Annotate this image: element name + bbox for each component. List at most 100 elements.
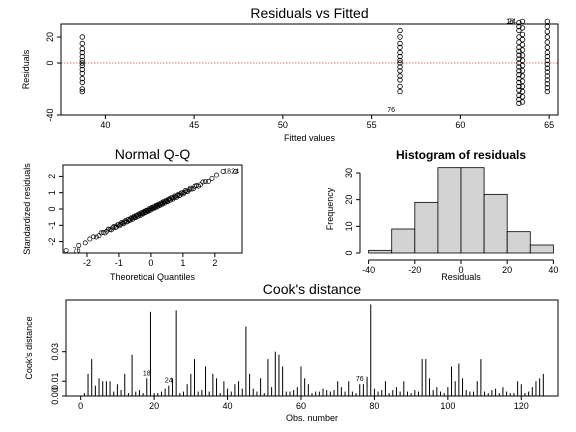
residuals-fitted-xlabel: Fitted values: [284, 133, 336, 143]
residual-point: [544, 69, 551, 75]
cooks-x-tick-label: 100: [440, 401, 455, 411]
cooks-x-tick-label: 20: [149, 401, 159, 411]
residual-point: [397, 49, 403, 56]
cooks-x-tick-label: 80: [369, 401, 379, 411]
residual-point: [397, 34, 403, 40]
cooks-x-tick-label: 40: [223, 401, 233, 411]
cooks-ylabel: Cook's distance: [24, 316, 34, 379]
qq-point: [200, 179, 206, 185]
histogram-bar: [391, 228, 416, 254]
residuals-fitted-x-tick-label: 50: [278, 120, 288, 130]
histogram-y-tick-label: 0: [344, 250, 354, 255]
residual-point: [397, 27, 403, 34]
residual-point: [79, 70, 85, 77]
qq-outlier-label: 24: [231, 169, 239, 176]
residual-point: [519, 99, 526, 105]
residuals-fitted-frame: [60, 23, 559, 116]
residuals-fitted-x-tick-label: 65: [544, 120, 554, 130]
qq-point: [76, 242, 82, 248]
histogram-x-tick-label: -20: [408, 265, 421, 275]
residual-point: [79, 60, 85, 66]
residual-point: [519, 18, 526, 25]
residuals-fitted-x-tick-label: 55: [367, 120, 377, 130]
residual-point: [544, 81, 551, 87]
histogram-y-tick-label: 30: [344, 168, 354, 178]
cooks-x-tick-label: 0: [78, 401, 83, 411]
residuals-fitted-y-tick-label: -40: [45, 108, 55, 121]
residual-point: [519, 36, 526, 43]
histogram-xlabel: Residuals: [441, 272, 481, 282]
residual-point: [516, 39, 522, 45]
histogram-bar: [483, 193, 508, 254]
cooks-outlier-label: 76: [356, 376, 364, 383]
residual-point: [79, 75, 85, 82]
residual-point: [544, 49, 551, 56]
qq-point: [93, 234, 99, 240]
qq-point: [214, 172, 219, 178]
qq-point: [87, 236, 93, 242]
histogram-ylabel: Frequency: [325, 187, 335, 230]
residual-point: [397, 68, 403, 74]
histogram-y-tick-label: 20: [344, 195, 354, 205]
residual-point: [544, 73, 551, 79]
histogram-x-tick-label: 20: [502, 265, 512, 275]
qq-x-tick-label: 0: [148, 258, 153, 268]
cooks-y-tick-label: 0.00: [50, 387, 60, 405]
residual-point: [516, 75, 522, 82]
qq-point: [220, 169, 226, 174]
residual-point: [544, 29, 551, 35]
residual-point: [519, 31, 526, 38]
qq-point: [209, 175, 215, 181]
qq-x-tick-label: -1: [115, 258, 123, 268]
residual-point: [79, 57, 85, 64]
cooks-outlier-label: 24: [165, 378, 173, 385]
residual-point: [519, 78, 526, 84]
qq-y-tick-label: 1: [47, 190, 57, 195]
qq-point: [82, 240, 88, 246]
residuals-outlier-label: 24: [508, 18, 516, 25]
residuals-outlier-label: 18: [506, 18, 514, 25]
qq-x-tick-label: 2: [212, 258, 217, 268]
qq-y-tick-label: -2: [47, 238, 57, 246]
qq-point: [190, 186, 196, 192]
residual-point: [516, 100, 522, 106]
residual-point: [516, 92, 522, 99]
histogram-y-tick-label: 10: [344, 221, 354, 231]
histogram-x-tick-label: -40: [362, 265, 375, 275]
residuals-fitted-x-tick-label: 45: [189, 120, 199, 130]
histogram-bar: [368, 249, 393, 254]
residual-point: [519, 42, 526, 48]
residuals-outlier-label: 76: [387, 107, 395, 114]
qq-x-tick-label: 1: [180, 258, 185, 268]
residual-point: [519, 47, 526, 53]
residual-point: [519, 25, 526, 31]
qq-outlier-label: 76: [73, 248, 81, 255]
residual-point: [516, 96, 522, 103]
residual-point: [519, 57, 526, 64]
cooks-frame: [65, 299, 559, 397]
residual-point: [544, 61, 551, 68]
cooks-y-tick-label: 0.03: [50, 343, 60, 361]
histogram-x-tick-label: 40: [548, 265, 558, 275]
residual-point: [79, 34, 85, 40]
residual-point: [544, 23, 551, 30]
residual-point: [79, 53, 85, 60]
residual-point: [79, 88, 85, 95]
residual-point: [544, 57, 551, 64]
residual-point: [79, 62, 85, 69]
qq-ylabel: Standardized residuals: [22, 163, 32, 255]
residual-point: [79, 86, 85, 92]
residual-point: [397, 44, 403, 51]
qq-x-tick-label: -2: [83, 258, 91, 268]
qq-y-tick-label: -1: [47, 221, 57, 229]
cooks-x-tick-label: 120: [514, 401, 529, 411]
qq-title: Normal Q-Q: [115, 146, 191, 162]
residual-point: [397, 83, 403, 90]
residuals-fitted-x-tick-label: 60: [455, 120, 465, 130]
qq-point: [122, 219, 127, 225]
cooks-y-tick-label: 0.01: [50, 372, 60, 390]
residual-point: [519, 62, 526, 69]
residual-point: [516, 20, 522, 26]
cooks-title: Cook's distance: [263, 281, 362, 297]
